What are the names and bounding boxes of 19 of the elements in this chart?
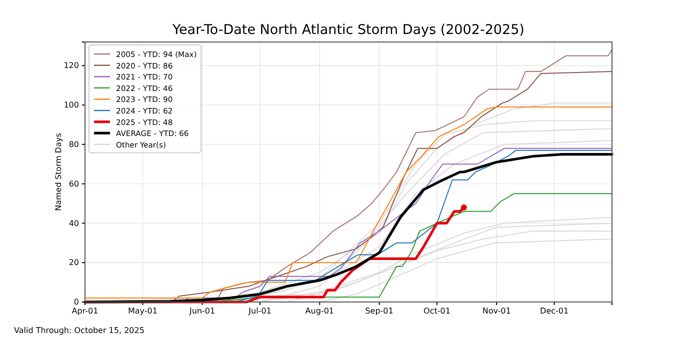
y-tick-label: 60 <box>68 179 79 188</box>
y-tick-label: 20 <box>68 258 79 268</box>
y-tick-label: 40 <box>68 218 79 228</box>
x-tick-label: Aug-01 <box>305 306 334 316</box>
y-axis-title: Named Storm Days <box>54 133 63 211</box>
x-tick-label: Sep-01 <box>365 306 394 316</box>
x-tick-label: May-01 <box>128 306 158 316</box>
x-tick-label: Jun-01 <box>188 306 216 316</box>
x-tick-label: Oct-01 <box>424 306 450 316</box>
y-tick-label: 0 <box>74 298 79 307</box>
x-tick-label: Apr-01 <box>72 306 98 316</box>
chart-title: Year-To-Date North Atlantic Storm Days (2002-2025) <box>172 22 524 38</box>
y-tick-label: 120 <box>64 61 79 70</box>
y-tick-label: 100 <box>64 100 79 110</box>
text: Valid Through: October 15, 2025 <box>14 326 144 335</box>
y-tick-label: 80 <box>68 140 79 149</box>
x-tick-label: Jul-01 <box>248 306 272 316</box>
x-tick-label: Dec-01 <box>540 306 569 316</box>
x-tick-label: Nov-01 <box>482 306 511 316</box>
